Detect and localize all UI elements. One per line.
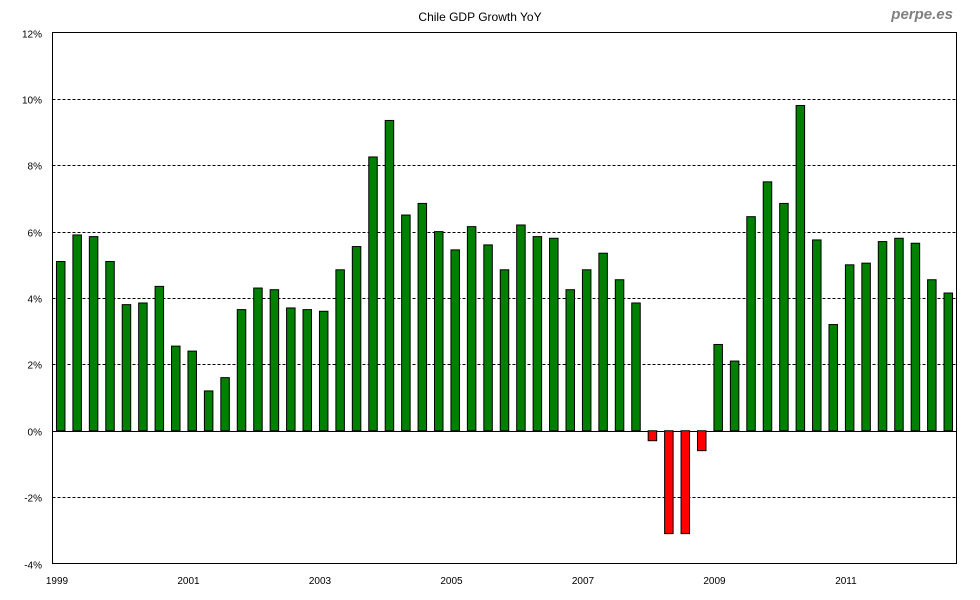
y-axis-ticks: 12% 10% 8% 6% 4% 2% 0% -2% -4% bbox=[22, 30, 42, 572]
watermark: perpe.es bbox=[890, 6, 953, 23]
y-tick-label: -4% bbox=[24, 561, 42, 572]
bar bbox=[812, 239, 822, 432]
bar bbox=[466, 226, 477, 432]
bar bbox=[121, 304, 132, 432]
bar bbox=[927, 279, 937, 432]
bar bbox=[236, 309, 247, 432]
bar bbox=[894, 237, 904, 432]
bar bbox=[680, 430, 691, 535]
x-axis-ticks: 1999 2001 2003 2005 2007 2009 2011 bbox=[46, 576, 857, 587]
bar bbox=[696, 430, 707, 452]
y-tick-label: 8% bbox=[28, 162, 43, 173]
bar bbox=[844, 264, 855, 432]
bar bbox=[203, 390, 214, 432]
bar bbox=[532, 236, 543, 432]
y-tick-label: -2% bbox=[24, 494, 42, 505]
bar bbox=[154, 285, 165, 432]
bar bbox=[138, 302, 148, 432]
bar bbox=[729, 360, 740, 432]
bar bbox=[647, 430, 658, 442]
bar bbox=[549, 237, 559, 432]
bar bbox=[335, 269, 345, 432]
plot-frame bbox=[52, 32, 957, 564]
x-tick-label: 1999 bbox=[46, 576, 69, 587]
bar bbox=[368, 156, 378, 432]
x-tick-label: 2005 bbox=[440, 576, 463, 587]
y-tick-label: 10% bbox=[22, 96, 42, 107]
x-tick-label: 2009 bbox=[703, 576, 726, 587]
bar bbox=[877, 241, 888, 432]
bar bbox=[910, 242, 921, 432]
x-tick-label: 2007 bbox=[572, 576, 595, 587]
y-tick-label: 6% bbox=[28, 229, 43, 240]
x-tick-label: 2001 bbox=[177, 576, 200, 587]
chart-title: Chile GDP Growth YoY bbox=[418, 10, 541, 24]
bar bbox=[631, 302, 641, 432]
bar bbox=[105, 260, 115, 432]
bar bbox=[614, 279, 625, 432]
bar bbox=[318, 310, 329, 432]
bar bbox=[384, 119, 395, 432]
y-tick-label: 12% bbox=[22, 30, 42, 41]
y-tick-label: 0% bbox=[28, 428, 43, 439]
bar bbox=[434, 231, 444, 432]
bar bbox=[795, 105, 806, 432]
bar bbox=[746, 216, 756, 432]
bar bbox=[269, 289, 280, 432]
bar bbox=[943, 292, 954, 432]
bar bbox=[581, 269, 592, 432]
bar bbox=[598, 252, 608, 432]
x-tick-label: 2011 bbox=[835, 576, 857, 587]
x-tick-label: 2003 bbox=[309, 576, 332, 587]
bar bbox=[220, 377, 230, 432]
bar bbox=[664, 430, 674, 535]
y-tick-label: 4% bbox=[28, 295, 43, 306]
bar bbox=[828, 324, 838, 432]
bar bbox=[499, 269, 510, 432]
bar bbox=[483, 244, 493, 432]
bar bbox=[401, 214, 411, 432]
bar bbox=[88, 236, 99, 432]
bar bbox=[253, 287, 263, 432]
bars bbox=[55, 105, 954, 535]
bar bbox=[187, 350, 197, 432]
bar bbox=[713, 343, 723, 432]
bar bbox=[516, 224, 526, 432]
bar bbox=[779, 202, 789, 432]
bar bbox=[762, 181, 773, 432]
bar bbox=[450, 249, 460, 432]
bar bbox=[351, 246, 362, 432]
bar bbox=[286, 307, 296, 432]
y-tick-label: 2% bbox=[28, 361, 43, 372]
bar bbox=[861, 262, 871, 432]
bar bbox=[72, 234, 82, 432]
bar bbox=[171, 345, 181, 432]
bar bbox=[417, 202, 428, 432]
bar bbox=[302, 309, 313, 432]
bar bbox=[565, 289, 575, 432]
bar bbox=[55, 260, 66, 432]
